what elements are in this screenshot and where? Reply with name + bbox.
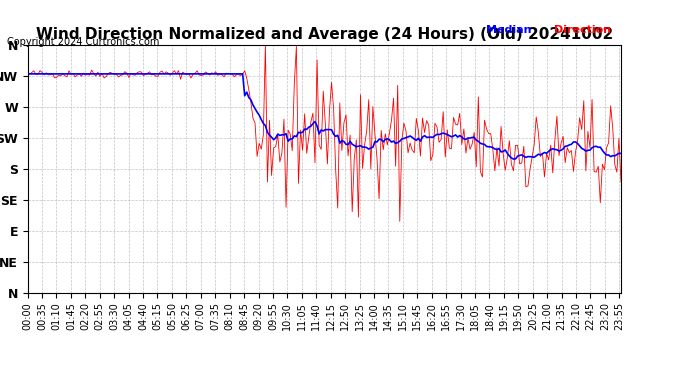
Text: Copyright 2024 Curtronics.com: Copyright 2024 Curtronics.com (7, 37, 159, 47)
Title: Wind Direction Normalized and Average (24 Hours) (Old) 20241002: Wind Direction Normalized and Average (2… (36, 27, 613, 42)
Legend: Median, Direction: Median, Direction (482, 21, 615, 40)
